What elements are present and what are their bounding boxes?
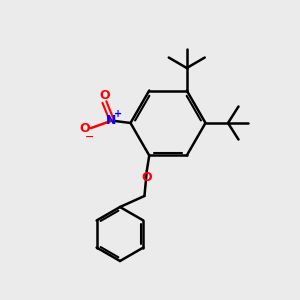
Text: O: O [79,122,90,135]
Text: O: O [99,89,110,102]
Text: N: N [106,113,116,127]
Text: +: + [114,109,122,119]
Text: −: − [85,131,94,142]
Text: O: O [142,171,152,184]
